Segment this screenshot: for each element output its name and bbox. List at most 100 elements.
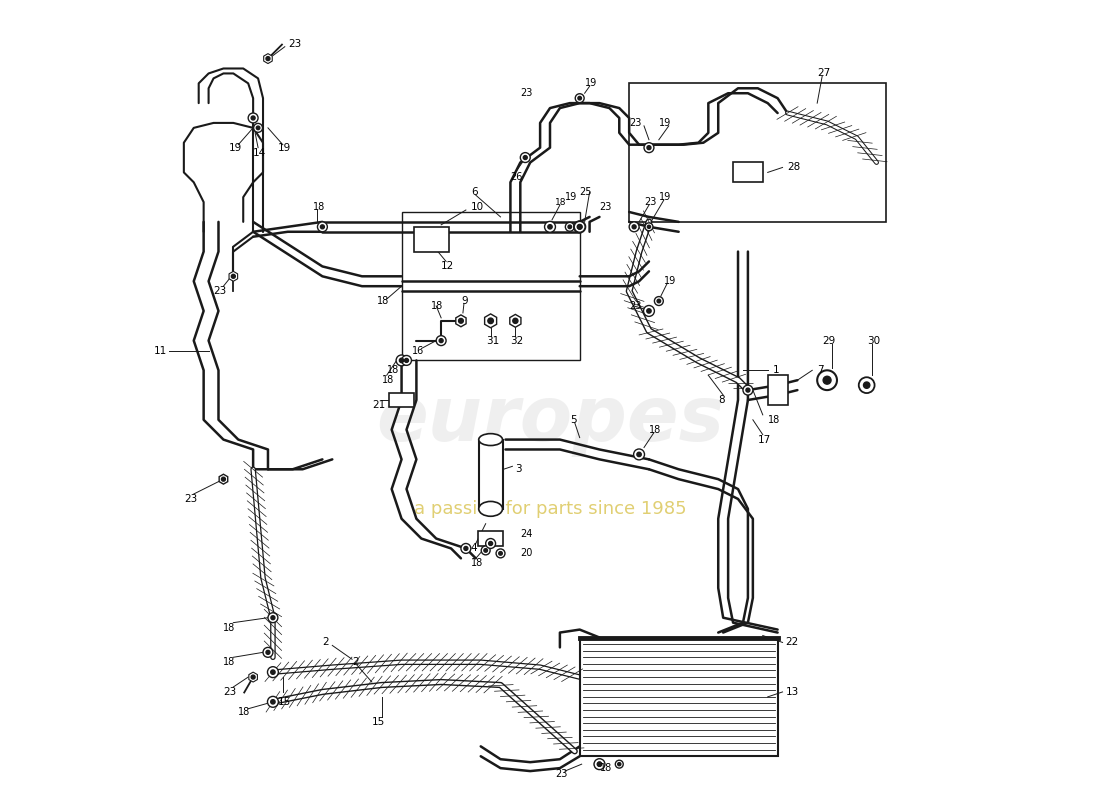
Text: 18: 18 bbox=[239, 706, 251, 717]
Circle shape bbox=[251, 116, 255, 120]
Circle shape bbox=[271, 670, 275, 674]
Circle shape bbox=[251, 675, 255, 679]
Circle shape bbox=[263, 647, 273, 658]
Text: 2: 2 bbox=[322, 638, 329, 647]
Circle shape bbox=[318, 222, 328, 232]
Circle shape bbox=[396, 355, 407, 366]
Text: 19: 19 bbox=[564, 192, 578, 202]
Circle shape bbox=[513, 318, 518, 323]
Circle shape bbox=[266, 57, 270, 61]
Circle shape bbox=[594, 759, 604, 769]
Circle shape bbox=[644, 306, 654, 316]
Text: 23: 23 bbox=[213, 286, 227, 296]
Circle shape bbox=[647, 309, 651, 313]
Text: 23: 23 bbox=[629, 301, 641, 311]
Text: 20: 20 bbox=[520, 548, 532, 558]
Text: 18: 18 bbox=[471, 558, 483, 568]
Text: 4: 4 bbox=[471, 543, 477, 554]
Text: 16: 16 bbox=[411, 346, 424, 355]
Text: 25: 25 bbox=[580, 187, 592, 197]
Bar bbox=[580, 638, 778, 756]
Circle shape bbox=[320, 225, 324, 229]
Circle shape bbox=[597, 762, 602, 766]
Text: 2: 2 bbox=[352, 658, 359, 667]
Circle shape bbox=[486, 538, 496, 549]
Circle shape bbox=[654, 297, 663, 306]
Bar bbox=[478, 439, 503, 509]
Circle shape bbox=[632, 225, 636, 229]
Circle shape bbox=[496, 549, 505, 558]
Circle shape bbox=[823, 376, 830, 384]
Circle shape bbox=[484, 549, 487, 552]
Polygon shape bbox=[485, 314, 496, 328]
Circle shape bbox=[231, 274, 235, 278]
Circle shape bbox=[488, 542, 493, 546]
Circle shape bbox=[524, 155, 527, 159]
Text: 23: 23 bbox=[554, 769, 568, 779]
Circle shape bbox=[402, 355, 411, 366]
Circle shape bbox=[256, 126, 260, 130]
Circle shape bbox=[565, 222, 574, 231]
Circle shape bbox=[615, 760, 624, 768]
Circle shape bbox=[817, 370, 837, 390]
Circle shape bbox=[578, 96, 582, 100]
Text: 28: 28 bbox=[788, 162, 801, 173]
Text: 23: 23 bbox=[644, 197, 657, 207]
Text: 11: 11 bbox=[154, 346, 167, 355]
Text: 26: 26 bbox=[510, 172, 522, 182]
Bar bbox=[389, 393, 414, 407]
Polygon shape bbox=[264, 54, 273, 63]
Circle shape bbox=[254, 123, 263, 132]
Circle shape bbox=[746, 388, 750, 392]
Circle shape bbox=[548, 225, 552, 229]
Circle shape bbox=[578, 225, 582, 229]
Text: 21: 21 bbox=[372, 400, 385, 410]
Circle shape bbox=[647, 146, 651, 150]
Text: 22: 22 bbox=[785, 638, 799, 647]
Bar bbox=[402, 212, 580, 361]
Text: 30: 30 bbox=[867, 336, 880, 346]
Circle shape bbox=[459, 318, 463, 323]
Circle shape bbox=[271, 616, 275, 620]
Polygon shape bbox=[249, 672, 257, 682]
Circle shape bbox=[634, 449, 645, 460]
Circle shape bbox=[575, 94, 584, 102]
Text: 10: 10 bbox=[471, 202, 484, 212]
Circle shape bbox=[629, 222, 639, 232]
Circle shape bbox=[520, 153, 530, 162]
Bar bbox=[414, 227, 449, 252]
Text: 18: 18 bbox=[768, 414, 780, 425]
Circle shape bbox=[249, 113, 258, 123]
Text: 8: 8 bbox=[718, 395, 725, 405]
Text: 19: 19 bbox=[229, 142, 242, 153]
Circle shape bbox=[544, 222, 556, 232]
Text: 1: 1 bbox=[772, 366, 779, 375]
Circle shape bbox=[742, 385, 752, 395]
Text: 17: 17 bbox=[758, 434, 771, 445]
Circle shape bbox=[618, 762, 620, 766]
Circle shape bbox=[405, 358, 408, 362]
Text: 9: 9 bbox=[461, 296, 468, 306]
Text: 18: 18 bbox=[387, 366, 399, 375]
Text: 19: 19 bbox=[659, 118, 671, 128]
Circle shape bbox=[657, 299, 661, 303]
Bar bbox=[768, 375, 788, 405]
Text: 19: 19 bbox=[278, 142, 292, 153]
Text: 18: 18 bbox=[377, 296, 389, 306]
Bar bbox=[733, 162, 762, 182]
Circle shape bbox=[578, 225, 582, 229]
Circle shape bbox=[439, 338, 443, 342]
Circle shape bbox=[644, 142, 653, 153]
Polygon shape bbox=[219, 474, 228, 484]
Text: 23: 23 bbox=[288, 38, 301, 49]
Circle shape bbox=[574, 221, 585, 233]
Text: 18: 18 bbox=[431, 301, 443, 311]
Text: 18: 18 bbox=[223, 622, 235, 633]
Circle shape bbox=[645, 223, 653, 230]
Circle shape bbox=[461, 543, 471, 554]
Ellipse shape bbox=[478, 502, 503, 516]
Circle shape bbox=[267, 696, 278, 707]
Circle shape bbox=[637, 452, 641, 457]
Text: 18: 18 bbox=[649, 425, 661, 434]
Circle shape bbox=[864, 382, 870, 388]
